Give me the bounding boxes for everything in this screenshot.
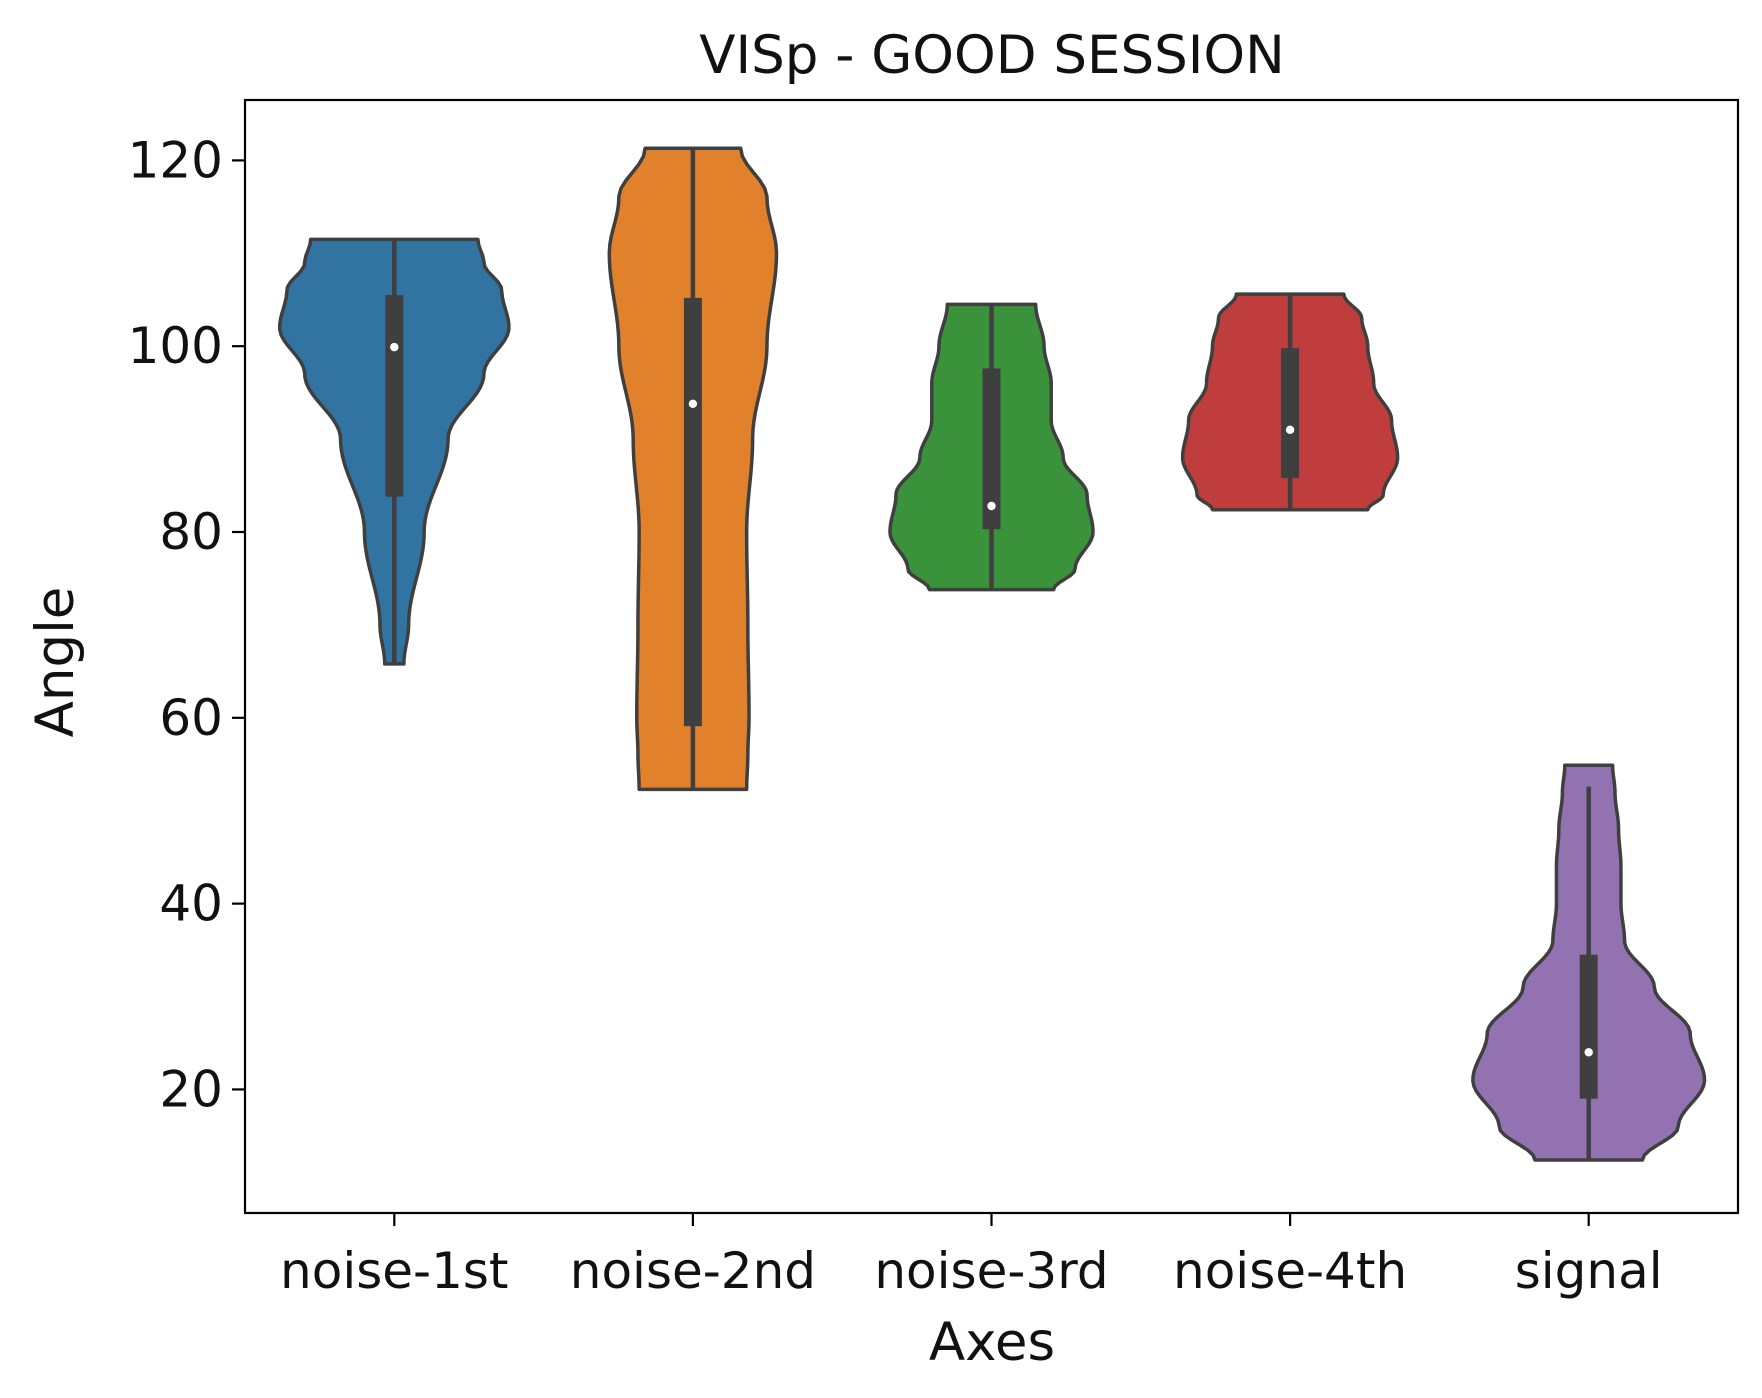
y-tick-label: 20 [159, 1060, 223, 1118]
x-tick-label: noise-3rd [874, 1242, 1108, 1300]
median-point [987, 501, 996, 511]
y-tick-label: 40 [159, 875, 223, 933]
iqr-box [1281, 348, 1300, 479]
violin-noise-4th [1180, 292, 1400, 512]
y-tick-label: 80 [159, 503, 223, 561]
axes: 20 40 60 80 100 120 noise-1st noise-2nd noise-3r… [128, 98, 1740, 1300]
iqr-box [982, 368, 1001, 530]
x-tick-label: signal [1515, 1242, 1663, 1300]
violin-noise-3rd [888, 302, 1095, 592]
iqr-box [385, 295, 404, 497]
x-tick-label: noise-2nd [570, 1242, 816, 1300]
violin-noise-2nd [607, 146, 779, 792]
iqr-box [1579, 954, 1598, 1099]
median-point [1584, 1048, 1593, 1057]
y-tick-label: 120 [128, 131, 223, 189]
y-axis-label: Angle [25, 587, 86, 738]
median-point [390, 342, 399, 352]
x-tick-label: noise-1st [280, 1242, 509, 1300]
median-point [1285, 425, 1295, 435]
median-point [688, 399, 698, 408]
y-tick-label: 100 [128, 317, 223, 375]
plot-area [278, 146, 1707, 1162]
y-tick-label: 60 [159, 689, 223, 747]
chart-title: VISp - GOOD SESSION [699, 25, 1285, 86]
x-tick-label: noise-4th [1173, 1242, 1407, 1300]
iqr-box [683, 297, 702, 727]
x-axis-label: Axes [929, 1312, 1055, 1373]
violin-noise-1st [278, 237, 511, 666]
violin-signal [1471, 763, 1707, 1162]
